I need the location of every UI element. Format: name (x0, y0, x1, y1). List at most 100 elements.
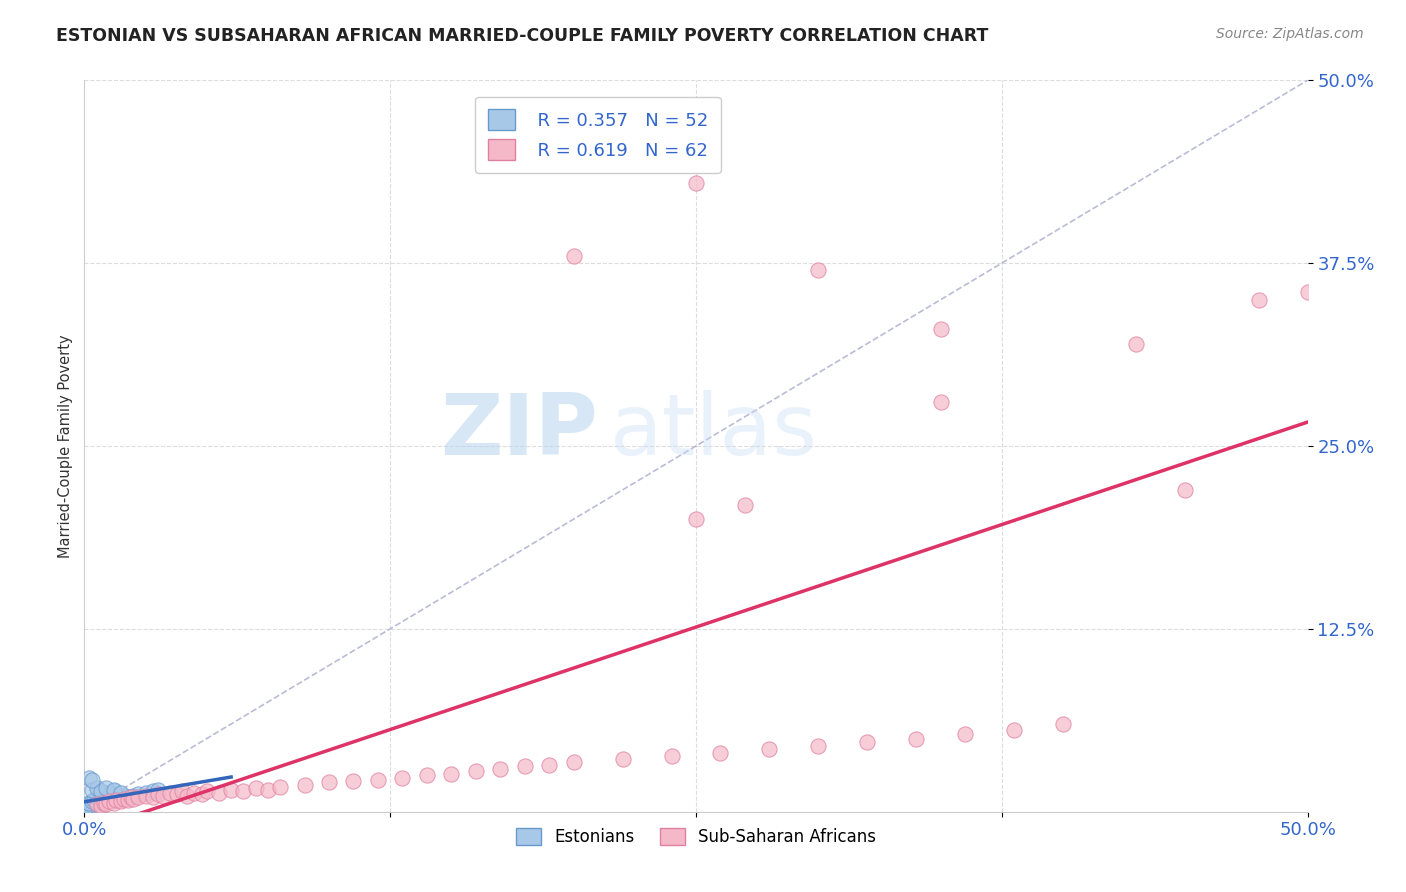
Point (208, 786, 231, 800)
Point (1002, 723, 1025, 737)
Point (142, 784, 165, 798)
Point (96, 786, 118, 800)
Point (1125, 336, 1147, 351)
Point (685, 176, 707, 190)
Point (1052, 717, 1074, 731)
Point (758, 741, 780, 756)
Point (117, 790, 139, 805)
Point (905, 731, 928, 746)
Point (77, 800, 100, 814)
Point (183, 786, 205, 800)
Point (86, 781, 108, 796)
Point (440, 766, 463, 780)
Point (87, 791, 110, 805)
Point (83, 797, 105, 812)
Point (142, 790, 165, 805)
Point (416, 768, 439, 782)
Point (100, 793, 122, 807)
Legend: Estonians, Sub-Saharan Africans: Estonians, Sub-Saharan Africans (508, 820, 884, 855)
Point (97, 787, 120, 801)
Text: ZIP: ZIP (440, 390, 598, 473)
Point (146, 787, 169, 801)
Point (232, 784, 254, 798)
Point (294, 778, 316, 792)
Point (269, 780, 291, 794)
Point (152, 789, 174, 803)
Point (80, 798, 103, 813)
Point (87, 795, 110, 809)
Point (135, 786, 157, 800)
Point (612, 752, 634, 766)
Point (159, 786, 181, 800)
Point (77, 796, 100, 810)
Point (120, 790, 142, 805)
Point (93, 787, 115, 801)
Point (90, 784, 112, 798)
Point (661, 749, 683, 764)
Point (76, 802, 98, 816)
Point (86, 800, 108, 814)
Point (80, 782, 103, 797)
Point (176, 789, 198, 803)
Point (146, 782, 169, 797)
Text: atlas: atlas (610, 390, 818, 473)
Point (96, 781, 118, 796)
Point (1247, 293, 1270, 307)
Point (86, 796, 108, 810)
Point (103, 791, 125, 805)
Text: ESTONIAN VS SUBSAHARAN AFRICAN MARRIED-COUPLE FAMILY POVERTY CORRELATION CHART: ESTONIAN VS SUBSAHARAN AFRICAN MARRIED-C… (56, 27, 988, 45)
Point (513, 759, 536, 773)
Point (96, 797, 118, 812)
Point (103, 782, 125, 797)
Point (73, 805, 96, 819)
Point (122, 791, 145, 805)
Point (122, 789, 145, 803)
Point (105, 793, 128, 807)
Point (103, 784, 125, 798)
Point (245, 781, 267, 796)
Point (117, 793, 139, 807)
Point (97, 791, 120, 805)
Point (112, 789, 135, 803)
Point (489, 762, 512, 776)
Point (103, 796, 125, 810)
Point (83, 793, 105, 807)
Point (538, 758, 561, 772)
Point (391, 771, 413, 785)
Point (112, 791, 135, 805)
Point (90, 797, 112, 812)
Point (135, 789, 157, 803)
Point (97, 795, 120, 809)
Point (1296, 285, 1319, 300)
Point (83, 800, 105, 814)
Point (93, 796, 115, 810)
Point (80, 802, 103, 816)
Point (77, 771, 100, 785)
Point (80, 772, 103, 787)
Point (191, 787, 214, 801)
Point (107, 790, 129, 805)
Point (953, 727, 976, 741)
Point (127, 790, 149, 805)
Point (929, 322, 952, 336)
Point (1174, 483, 1197, 497)
Point (86, 790, 108, 805)
Point (76, 798, 98, 813)
Point (219, 782, 242, 797)
Point (96, 790, 118, 805)
Point (807, 739, 830, 753)
Point (367, 772, 389, 787)
Point (172, 784, 194, 798)
Point (195, 784, 218, 798)
Point (257, 782, 280, 797)
Point (77, 803, 100, 817)
Point (93, 791, 115, 805)
Point (685, 512, 707, 526)
Point (734, 498, 756, 512)
Point (90, 798, 112, 813)
Point (166, 787, 188, 801)
Point (127, 787, 149, 801)
Point (93, 796, 115, 810)
Point (807, 263, 830, 277)
Point (105, 793, 128, 807)
